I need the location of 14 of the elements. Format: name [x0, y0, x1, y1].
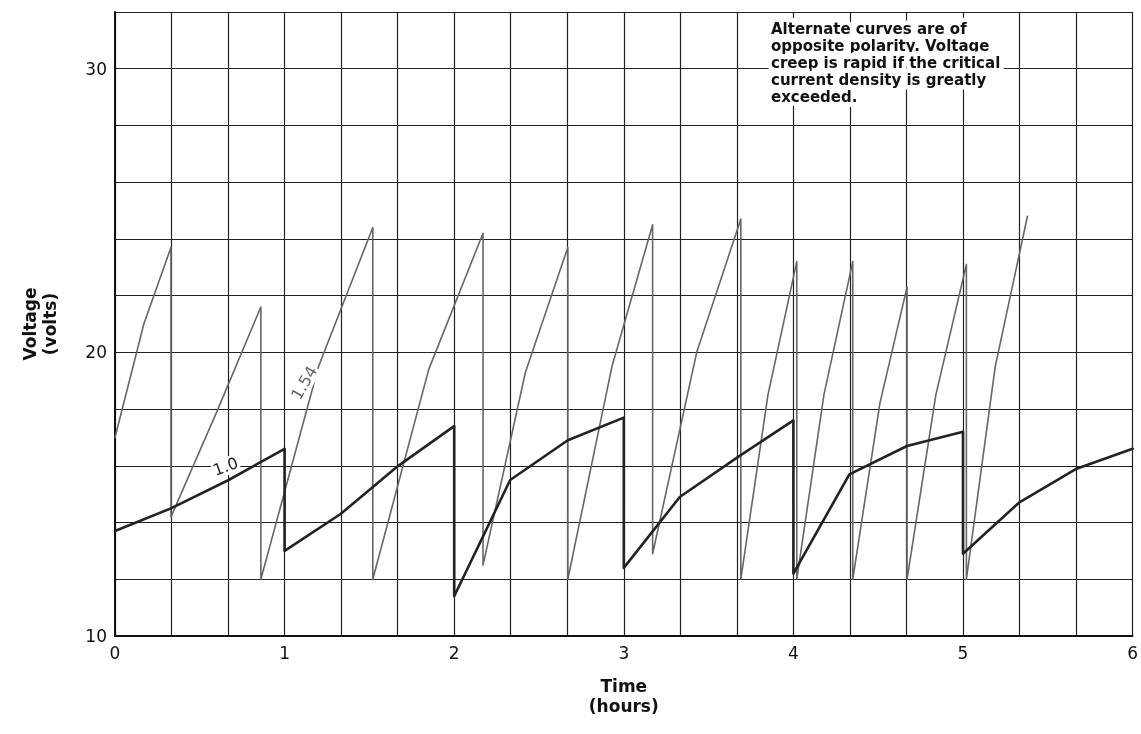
- y-tick-label: 10: [85, 626, 107, 646]
- line-series: [114, 215, 1029, 581]
- x-tick-label: 0: [109, 642, 121, 663]
- x-axis-title: Time (hours): [588, 676, 659, 716]
- x-tick-label: 5: [957, 642, 969, 663]
- y-axis-title: Voltage (volts): [20, 287, 60, 361]
- x-tick-label: 6: [1127, 642, 1139, 663]
- x-tick-label: 1: [279, 642, 291, 663]
- x-tick-label: 3: [618, 642, 630, 663]
- y-tick-label: 20: [85, 342, 107, 363]
- text: 1.0: [210, 453, 241, 480]
- y-tick-label: 30: [85, 58, 107, 79]
- x-tick-label: 2: [448, 642, 460, 663]
- x-tick-label: 4: [787, 642, 799, 663]
